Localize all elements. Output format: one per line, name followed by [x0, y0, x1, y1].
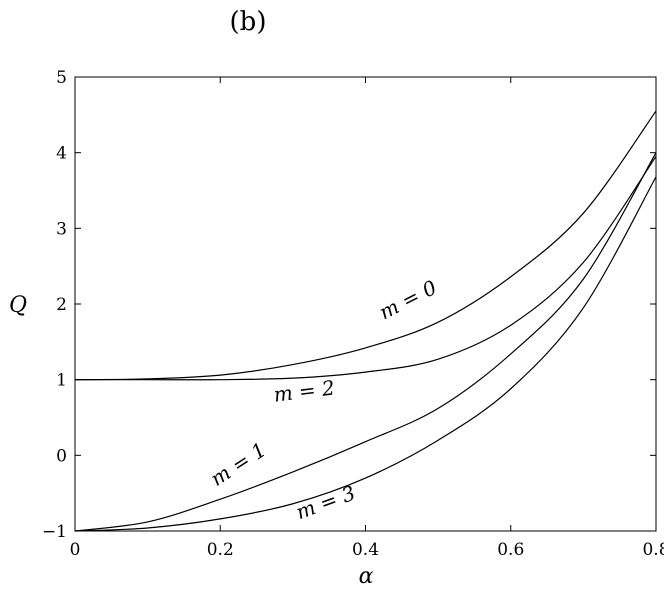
curve-label-m2: m = 2: [272, 375, 336, 406]
series-line-3: [74, 176, 657, 532]
y-tick-labels: −1 0 1 2 3 4 5: [42, 68, 67, 542]
curve-label-m0: m = 0: [375, 275, 441, 324]
y-tick-label: 2: [56, 295, 67, 315]
y-tick-label: 1: [56, 371, 67, 391]
y-tick-label: 4: [56, 144, 67, 164]
x-tick-labels: 0 0.2 0.4 0.6 0.8: [70, 540, 664, 560]
y-axis-label: Q: [9, 293, 27, 318]
curve-label-m3: m = 3: [293, 481, 359, 524]
curve-label-m1: m = 1: [206, 437, 270, 490]
series-line-0: [74, 110, 657, 381]
series-line-2: [74, 152, 657, 532]
y-tick-label: 3: [56, 219, 67, 239]
x-tick-label: 0.6: [497, 540, 524, 560]
x-axis-label: α: [359, 564, 374, 589]
x-tick-label: 0.8: [642, 540, 664, 560]
plot-frame: [74, 76, 657, 532]
x-tick-label: 0.2: [207, 540, 234, 560]
tick-marks: [74, 76, 657, 532]
x-tick-label: 0.4: [352, 540, 379, 560]
x-tick-label: 0: [70, 540, 81, 560]
series-line-1: [75, 156, 657, 381]
curves: [74, 110, 657, 532]
y-tick-label: 0: [56, 446, 67, 466]
y-tick-label: 5: [56, 68, 67, 88]
panel-label: (b): [230, 7, 267, 37]
y-tick-label: −1: [42, 522, 67, 542]
